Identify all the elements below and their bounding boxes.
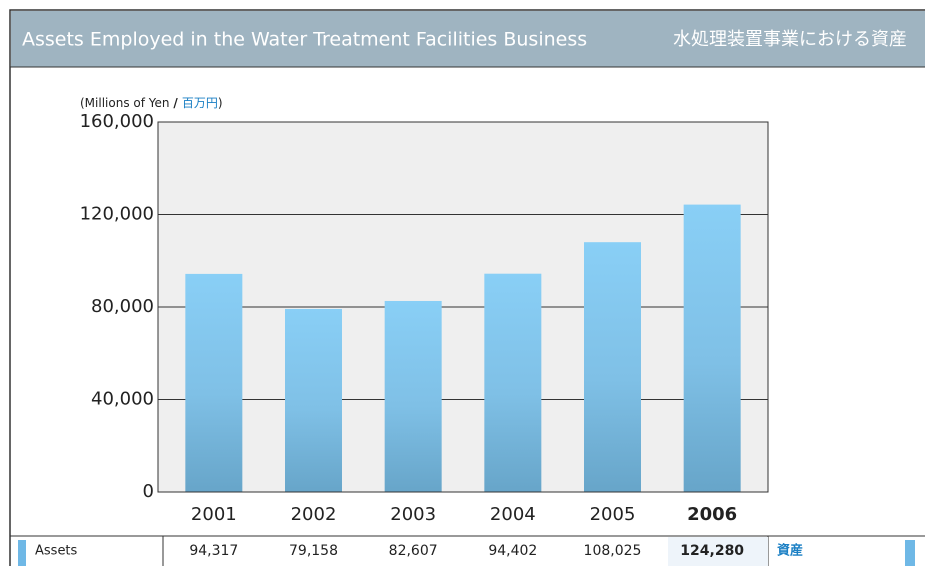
table-value: 124,280 <box>680 543 744 559</box>
row-marker <box>18 540 26 566</box>
row-marker <box>905 540 915 566</box>
x-tick-label: 2003 <box>390 504 436 525</box>
highlight-cell <box>668 537 768 566</box>
table-value: 82,607 <box>389 543 438 559</box>
bar <box>584 242 641 492</box>
table-value: 94,317 <box>189 543 238 559</box>
x-tick-label: 2001 <box>191 504 237 525</box>
bar <box>384 300 442 492</box>
y-tick-label: 40,000 <box>91 389 154 410</box>
y-tick-label: 80,000 <box>91 296 154 317</box>
row-label: Assets <box>35 544 78 559</box>
table-value: 79,158 <box>289 543 338 559</box>
y-tick-label: 0 <box>143 481 154 502</box>
y-tick-label: 120,000 <box>80 204 154 225</box>
plot-border <box>157 121 769 493</box>
bar <box>683 204 741 493</box>
x-tick-label: 2005 <box>590 504 636 525</box>
x-tick-label: 2006 <box>687 504 737 525</box>
table-value: 94,402 <box>488 543 537 559</box>
table-value: 108,025 <box>584 543 642 559</box>
chart-title: Assets Employed in the Water Treatment F… <box>22 29 587 51</box>
x-tick-label: 2004 <box>490 504 536 525</box>
bar <box>185 273 243 492</box>
bar <box>285 308 342 492</box>
header-bar <box>11 11 925 67</box>
chart-title-jp: 水処理装置事業における資産 <box>673 29 907 50</box>
row-label-jp: 資産 <box>777 543 803 559</box>
bar <box>484 273 542 492</box>
x-tick-label: 2002 <box>291 504 337 525</box>
y-tick-label: 160,000 <box>80 111 154 132</box>
unit-label: (Millions of Yen / 百万円) <box>80 96 223 110</box>
